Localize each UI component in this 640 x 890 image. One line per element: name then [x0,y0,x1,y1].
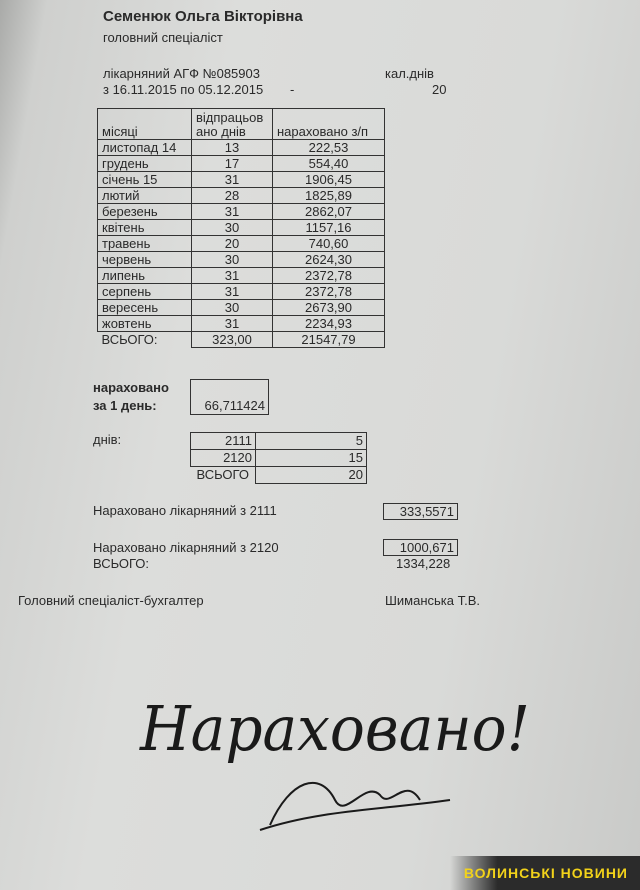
table-total-row: ВСЬОГО: 323,00 21547,79 [98,331,385,348]
per-day-value: 66,711424 [190,379,269,415]
days-total-value: 20 [255,466,367,484]
table-row: ВСЬОГО 20 [191,466,367,484]
days-worked-cell: 31 [191,171,273,188]
days-worked-cell: 31 [191,203,273,220]
salary-cell: 740,60 [272,235,385,252]
per-day-label-2: за 1 день: [93,398,157,413]
month-cell: жовтень [97,315,192,332]
cal-days-value: 20 [432,82,447,97]
salary-cell: 2372,78 [272,283,385,300]
table-row: травень 20 740,60 [97,235,385,252]
month-cell: червень [97,251,192,268]
days-total-label: ВСЬОГО [196,467,249,483]
handwritten-note: Нараховано! [139,692,530,831]
employee-position: головний спеціаліст [103,30,223,45]
salary-cell: 2673,90 [272,299,385,316]
footer-signer: Шиманська Т.В. [385,593,481,608]
sick-leave-number: лікарняний АГФ №085903 [103,66,260,81]
salary-cell: 2372,78 [272,267,385,284]
accrued-total-value: 1334,228 [396,556,451,571]
signature [259,781,451,831]
accrued-2120-label: Нараховано лікарняний з 2120 [93,540,279,555]
code-cell: 2120 [190,449,256,467]
table-row: 2111 5 [190,432,367,450]
dash: - [290,82,295,97]
table-row: червень 30 2624,30 [97,251,385,268]
accrued-total-label: ВСЬОГО: [93,556,150,571]
month-cell: грудень [97,155,192,172]
table-row: березень 31 2862,07 [97,203,385,220]
table-row: жовтень 31 2234,93 [97,315,385,332]
days-table: 2111 5 2120 15 ВСЬОГО 20 [190,432,367,484]
salary-cell: 1157,16 [272,219,385,236]
total-label: ВСЬОГО: [101,332,158,348]
employee-name: Семенюк Ольга Вікторівна [103,8,303,25]
days-worked-cell: 31 [191,283,273,300]
days-worked-cell: 28 [191,187,273,204]
days-worked-cell: 31 [191,267,273,284]
watermark-logo: ВОЛИНСЬКІ НОВИНИ [450,856,640,890]
month-cell: листопад 14 [97,139,192,156]
accrued-2111-value: 333,5571 [383,503,458,520]
sick-leave-period: з 16.11.2015 по 05.12.2015 [103,82,264,97]
table-row: 2120 15 [190,449,367,467]
cal-days-label: кал.днів [385,66,434,81]
salary-cell: 222,53 [272,139,385,156]
month-cell: травень [97,235,192,252]
per-day-label: нараховано [93,380,169,395]
salary-cell: 1825,89 [272,187,385,204]
handwritten-text: Нараховано! [139,692,530,765]
accrued-2120-value: 1000,671 [383,539,458,556]
header-cell: відпрацьов ано днів [191,108,273,140]
table-row: квітень 30 1157,16 [97,219,385,236]
days-worked-cell: 13 [191,139,273,156]
table-row: лютий 28 1825,89 [97,187,385,204]
salary-table: місяці відпрацьов ано днів нараховано з/… [97,108,385,348]
table-row: листопад 14 13 222,53 [97,139,385,156]
table-row: вересень 30 2673,90 [97,299,385,316]
month-cell: лютий [97,187,192,204]
table-row: липень 31 2372,78 [97,267,385,284]
header-cell: нараховано з/п [272,108,385,140]
days-label: днів: [93,432,122,447]
salary-cell: 2234,93 [272,315,385,332]
code-cell: 2111 [190,432,256,450]
days-worked-cell: 30 [191,251,273,268]
salary-cell: 2624,30 [272,251,385,268]
table-row: січень 15 31 1906,45 [97,171,385,188]
days-worked-cell: 30 [191,219,273,236]
accrued-2111-label: Нараховано лікарняний з 2111 [93,503,277,518]
days-worked-cell: 31 [191,315,273,332]
total-salary: 21547,79 [272,331,385,348]
total-days: 323,00 [191,331,273,348]
table-row: грудень 17 554,40 [97,155,385,172]
table-header: місяці відпрацьов ано днів нараховано з/… [97,108,385,140]
month-cell: серпень [97,283,192,300]
month-cell: квітень [97,219,192,236]
table-row: серпень 31 2372,78 [97,283,385,300]
salary-cell: 554,40 [272,155,385,172]
days-cell: 5 [255,432,367,450]
month-cell: січень 15 [97,171,192,188]
salary-cell: 2862,07 [272,203,385,220]
days-cell: 15 [255,449,367,467]
month-cell: березень [97,203,192,220]
salary-cell: 1906,45 [272,171,385,188]
footer-role: Головний спеціаліст-бухгалтер [18,593,204,608]
month-cell: вересень [97,299,192,316]
header-cell: місяці [97,108,192,140]
days-worked-cell: 30 [191,299,273,316]
days-worked-cell: 17 [191,155,273,172]
days-worked-cell: 20 [191,235,273,252]
month-cell: липень [97,267,192,284]
